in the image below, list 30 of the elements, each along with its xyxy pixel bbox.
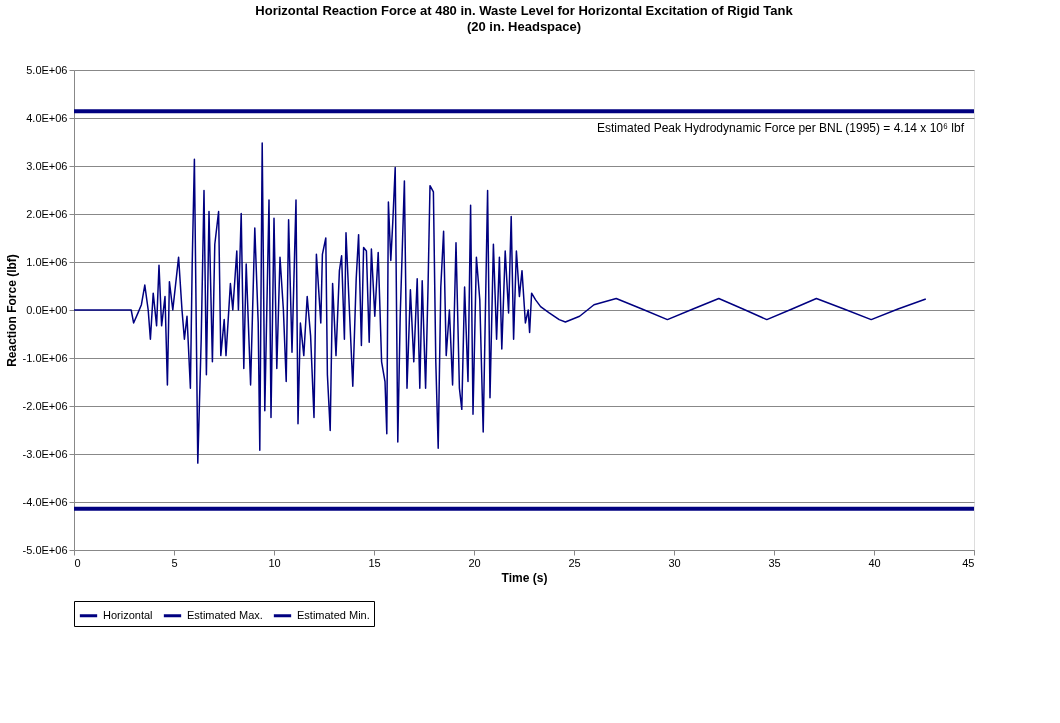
y-tick-label: 2.0E+06 — [26, 207, 68, 220]
x-tick-label: 10 — [268, 556, 281, 569]
legend-label: Horizontal — [103, 608, 153, 621]
y-tick-label: -2.0E+06 — [22, 399, 68, 412]
y-tick-label: -5.0E+06 — [22, 543, 68, 556]
x-tick-label: 20 — [468, 556, 481, 569]
y-tick-label: -4.0E+06 — [22, 495, 68, 508]
x-tick-label: 35 — [768, 556, 781, 569]
x-tick-label: 45 — [962, 556, 975, 569]
line-series — [73, 142, 927, 464]
legend-label: Estimated Max. — [187, 608, 263, 621]
chart-subtitle: (20 in. Headspace) — [466, 19, 582, 34]
y-axis-title: Reaction Force (lbf) — [4, 254, 19, 367]
x-tick-label: 5 — [171, 556, 178, 569]
x-axis-title: Time (s) — [501, 570, 548, 585]
annotation: Estimated Peak Hydrodynamic Force per BNL (1995) = 4.14 x 10⁶ lbf — [596, 121, 965, 135]
legend-label: Estimated Min. — [297, 608, 370, 621]
y-tick-label: -3.0E+06 — [22, 447, 68, 460]
y-tick-label: 0.0E+00 — [26, 303, 68, 316]
chart-title: Horizontal Reaction Force at 480 in. Waste Level for Horizontal Excitation of Rigid Tank — [255, 3, 794, 18]
y-tick-label: 1.0E+06 — [26, 255, 68, 268]
x-tick-label: 30 — [668, 556, 681, 569]
y-tick-label: 5.0E+06 — [26, 63, 68, 76]
x-tick-label: 25 — [568, 556, 581, 569]
x-tick-label: 40 — [868, 556, 881, 569]
x-tick-label: 0 — [74, 556, 81, 569]
y-tick-label: 3.0E+06 — [26, 159, 68, 172]
x-tick-label: 15 — [368, 556, 381, 569]
y-tick-label: 4.0E+06 — [26, 111, 68, 124]
y-tick-label: -1.0E+06 — [22, 351, 68, 364]
